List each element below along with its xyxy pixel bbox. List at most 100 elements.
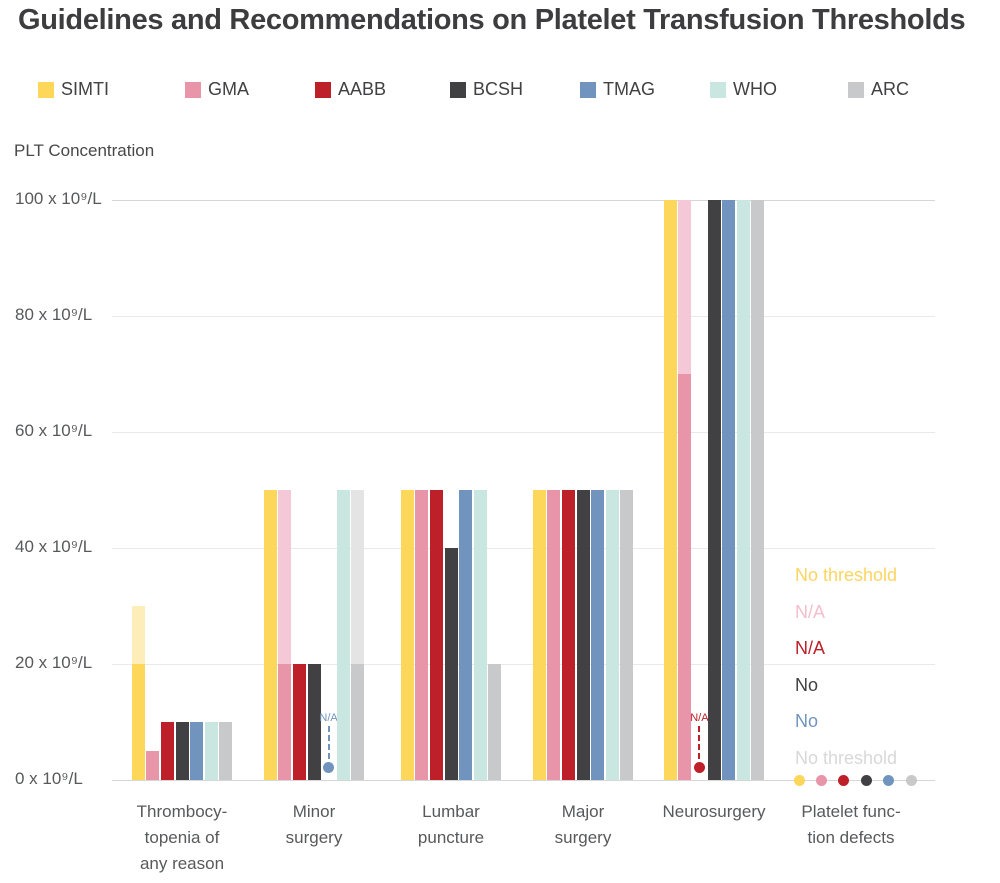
bar-arc-2-range — [351, 490, 365, 664]
na-dashed-line — [698, 726, 701, 759]
x-label-line: surgery — [554, 828, 612, 847]
x-label-5: Neurosurgery — [663, 799, 766, 825]
bar-tmag-4 — [591, 490, 605, 780]
x-label-line: tion defects — [807, 828, 895, 847]
legend-item-simti: SIMTI — [38, 79, 109, 100]
x-label-line: Thrombocy- — [136, 802, 228, 821]
x-label-6: Platelet func-tion defects — [801, 799, 900, 851]
chart-title: Guidelines and Recommendations on Platel… — [18, 4, 966, 36]
legend-swatch-who — [710, 81, 726, 98]
x-label-line: Minor — [292, 802, 336, 821]
gridline-20 — [112, 664, 935, 665]
bar-simti-1 — [131, 664, 145, 780]
bar-tmag-5 — [722, 200, 736, 780]
x-label-1: Thrombocy-topenia of any reason — [137, 799, 228, 877]
threshold-dot-aabb — [838, 774, 850, 786]
legend-item-arc: ARC — [848, 79, 909, 100]
bar-bcsh-5 — [707, 200, 721, 780]
bar-simti-2 — [263, 490, 277, 780]
na-dot-aabb — [693, 762, 705, 773]
bar-who-3 — [473, 490, 487, 780]
legend-item-aabb: AABB — [315, 79, 386, 100]
bar-arc-4 — [620, 490, 634, 780]
y-tick-label: 0 x 10⁹/L — [15, 769, 83, 788]
legend-item-who: WHO — [710, 79, 777, 100]
threshold-dot-bcsh — [860, 774, 872, 786]
bar-arc-3 — [488, 664, 502, 780]
bar-gma-5-range — [678, 200, 692, 374]
y-tick-label: 20 x 10⁹/L — [15, 653, 93, 672]
bar-arc-2 — [351, 664, 365, 780]
bar-aabb-4 — [561, 490, 575, 780]
gridline-100 — [112, 200, 935, 201]
annotation-simti: No threshold — [795, 565, 898, 585]
y-tick-label: 60 x 10⁹/L — [15, 421, 93, 440]
na-marker-aabb: N/A — [679, 712, 719, 773]
bar-gma-2 — [278, 664, 292, 780]
bar-simti-3 — [400, 490, 414, 780]
gridline-80 — [112, 316, 935, 317]
na-dot-tmag — [323, 762, 335, 773]
legend-label: ARC — [871, 79, 910, 99]
bar-simti-5 — [663, 200, 677, 780]
bar-gma-5 — [678, 374, 692, 780]
gridline-40 — [112, 548, 935, 549]
bar-bcsh-1 — [175, 722, 189, 780]
legend-swatch-gma — [185, 81, 201, 98]
legend-item-bcsh: BCSH — [450, 79, 523, 100]
bar-aabb-1 — [160, 722, 174, 780]
x-label-2: Minor surgery — [286, 799, 343, 851]
annotation-bcsh: No — [795, 674, 819, 695]
legend-label: AABB — [338, 79, 387, 99]
x-label-3: Lumbar puncture — [418, 799, 484, 851]
y-tick-label: 100 x 10⁹/L — [15, 189, 102, 208]
legend-swatch-tmag — [580, 81, 596, 98]
gridline-60 — [112, 432, 935, 433]
legend-swatch-aabb — [315, 81, 331, 98]
bar-bcsh-2 — [307, 664, 321, 780]
x-label-4: Major surgery — [555, 799, 612, 851]
bar-who-5 — [736, 200, 750, 780]
bar-arc-1 — [219, 722, 233, 780]
bar-who-1 — [204, 722, 218, 780]
legend-label: SIMTI — [61, 79, 109, 99]
legend-label: TMAG — [603, 79, 655, 99]
bar-simti-1-range — [131, 606, 145, 664]
x-label-line: any reason — [139, 854, 225, 873]
bar-gma-4 — [547, 490, 561, 780]
x-label-line: Platelet func- — [801, 802, 901, 821]
legend-item-gma: GMA — [185, 79, 249, 100]
bar-bcsh-4 — [576, 490, 590, 780]
annotation-tmag: No — [795, 711, 819, 732]
threshold-dot-simti — [793, 774, 805, 786]
legend-swatch-arc — [848, 81, 864, 98]
annotation-aabb: N/A — [795, 638, 826, 659]
na-marker-label: N/A — [319, 712, 338, 724]
annotation-arc: No threshold — [795, 748, 898, 768]
gridline-0 — [112, 780, 935, 781]
bar-gma-3 — [415, 490, 429, 780]
annotation-gma: N/A — [795, 601, 826, 622]
x-label-line: Lumbar — [422, 802, 480, 821]
x-label-line: Major — [561, 802, 605, 821]
bar-aabb-3 — [429, 490, 443, 780]
bar-aabb-2 — [292, 664, 306, 780]
y-tick-label: 40 x 10⁹/L — [15, 537, 93, 556]
na-marker-tmag: N/A — [309, 712, 349, 773]
legend-label: GMA — [208, 79, 250, 99]
legend-swatch-simti — [38, 81, 54, 98]
legend-swatch-bcsh — [450, 81, 466, 98]
bar-gma-2-range — [278, 490, 292, 664]
x-label-line: puncture — [417, 828, 485, 847]
x-label-line: surgery — [285, 828, 343, 847]
na-dashed-line — [327, 726, 330, 759]
x-label-line: topenia of — [144, 828, 220, 847]
bar-gma-1 — [146, 751, 160, 780]
threshold-dot-arc — [905, 774, 917, 786]
y-axis-title: PLT Concentration — [14, 141, 155, 160]
bar-who-4 — [605, 490, 619, 780]
threshold-dot-tmag — [883, 774, 895, 786]
threshold-dot-gma — [815, 774, 827, 786]
na-marker-label: N/A — [690, 712, 709, 724]
